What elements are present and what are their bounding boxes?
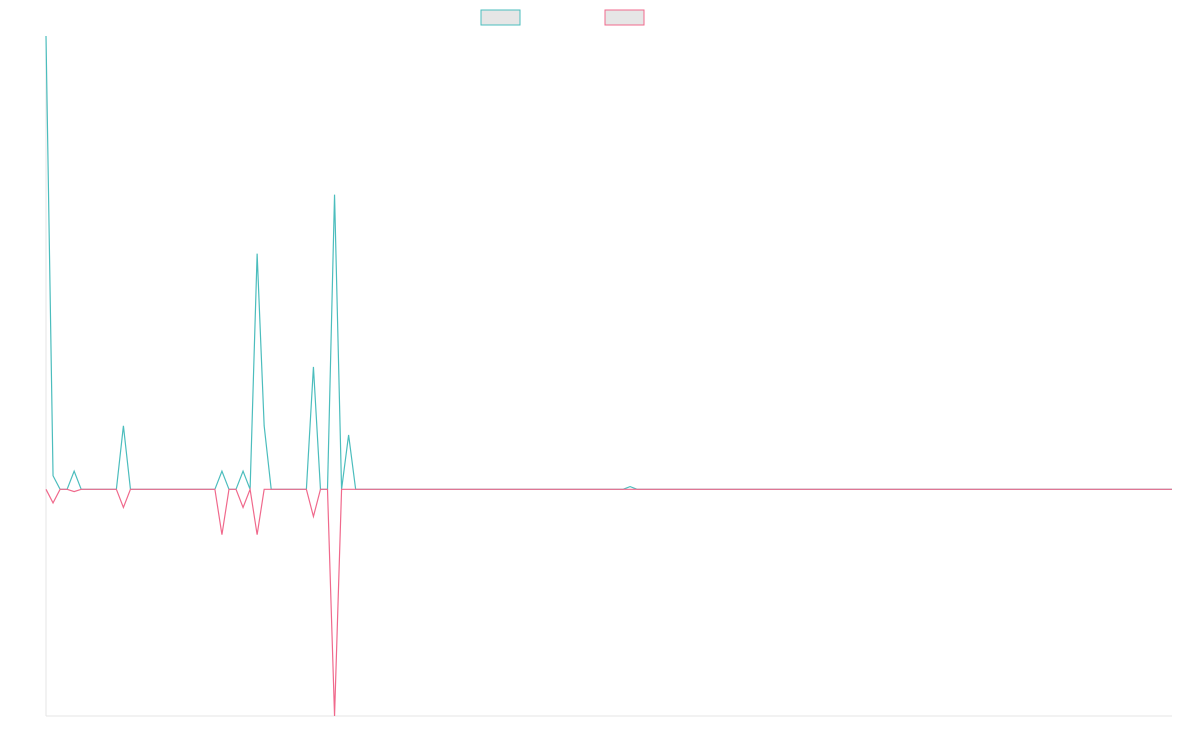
series-layer <box>45 35 1172 717</box>
series-line-2 <box>45 487 1172 717</box>
series-line-1 <box>45 35 1172 490</box>
legend-swatch-1[interactable] <box>480 9 521 26</box>
chart-axes <box>45 36 1172 717</box>
legend-swatch-2[interactable] <box>604 9 645 26</box>
chart-legend <box>480 9 645 26</box>
